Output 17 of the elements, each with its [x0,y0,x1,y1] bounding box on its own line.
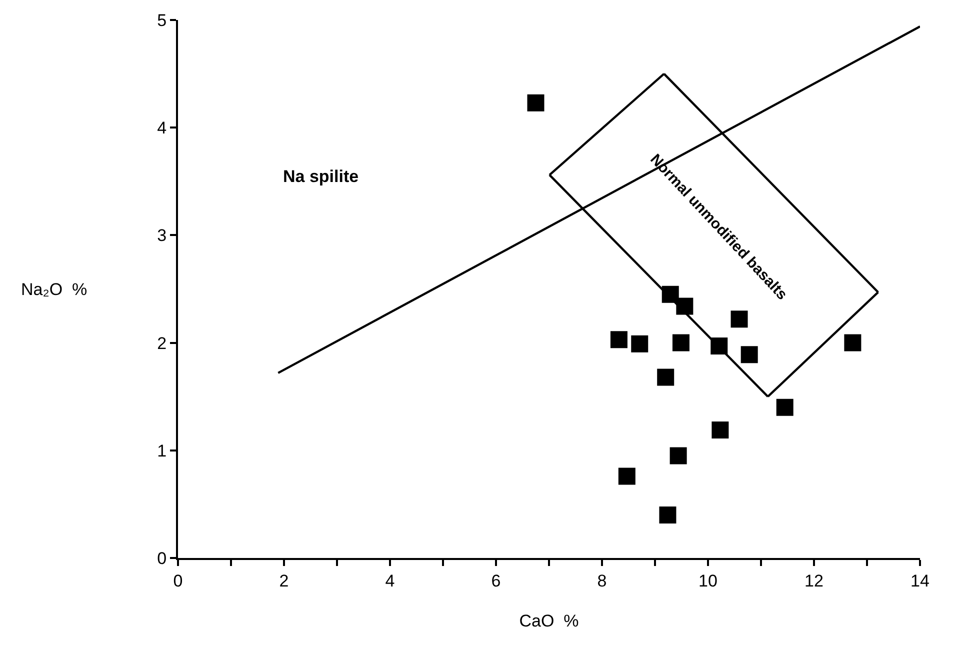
y-tick-label: 1 [157,441,167,460]
y-tick-label: 4 [157,118,167,138]
y-tick-label: 3 [157,226,167,246]
x-tick-label: 6 [491,571,501,590]
y-tick-label: 0 [157,548,167,568]
y-tick-label: 2 [157,334,167,353]
annotation: Na spilite [283,167,359,186]
x-tick-label: 8 [597,571,607,590]
x-tick-label: 14 [910,571,930,590]
x-axis-title: CaO % [519,611,579,630]
x-tick-label: 4 [385,571,395,590]
x-tick-label: 2 [279,571,289,590]
y-tick-label: 5 [157,10,167,30]
x-tick-label: 0 [173,571,183,590]
y-axis-title: Na₂O % [21,280,88,299]
x-tick-label: 12 [804,571,824,590]
x-tick-label: 10 [698,571,718,590]
